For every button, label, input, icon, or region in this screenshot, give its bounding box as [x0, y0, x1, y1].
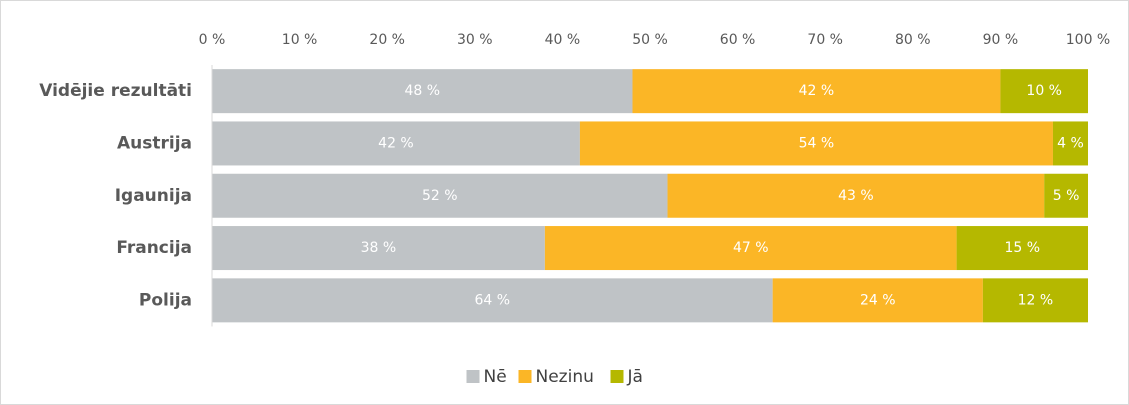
bar-segment — [212, 121, 580, 166]
data-label: 42 % — [378, 135, 414, 151]
data-label: 4 % — [1057, 135, 1084, 151]
bar-segment — [1052, 121, 1088, 166]
x-tick-label: 100 % — [1066, 32, 1110, 48]
legend-label: Nezinu — [536, 367, 594, 387]
legend-swatch — [610, 370, 624, 383]
y-tick-label: Francija — [116, 238, 192, 258]
bar-segment — [212, 173, 668, 218]
data-label: 15 % — [1005, 240, 1041, 256]
x-tick-label: 70 % — [807, 32, 843, 48]
data-label: 43 % — [838, 188, 874, 204]
bar-segment — [212, 226, 545, 271]
bar-segment — [544, 226, 957, 271]
x-tick-label: 30 % — [457, 32, 493, 48]
x-tick-label: 90 % — [983, 32, 1019, 48]
bar-segment — [632, 69, 1001, 114]
data-label: 24 % — [860, 292, 896, 308]
bar-segment — [956, 226, 1088, 271]
bar-segment — [772, 278, 983, 323]
data-label: 52 % — [422, 188, 458, 204]
data-label: 42 % — [799, 83, 835, 99]
bar-segment — [667, 173, 1045, 218]
legend-label: Jā — [627, 367, 643, 387]
legend-label: Nē — [484, 367, 507, 387]
x-tick-label: 10 % — [282, 32, 318, 48]
x-tick-label: 50 % — [632, 32, 668, 48]
x-tick-label: 20 % — [369, 32, 405, 48]
data-label: 54 % — [799, 135, 835, 151]
data-label: 47 % — [733, 240, 769, 256]
data-label: 5 % — [1053, 188, 1080, 204]
y-tick-label: Igaunija — [115, 186, 192, 206]
data-label: 48 % — [404, 83, 440, 99]
bar-segment — [1044, 173, 1088, 218]
bar-segment — [1000, 69, 1088, 114]
x-tick-label: 60 % — [720, 32, 756, 48]
bar-segment — [982, 278, 1088, 323]
y-tick-label: Austrija — [117, 133, 192, 153]
x-tick-label: 0 % — [199, 32, 226, 48]
bar-segment — [212, 278, 773, 323]
y-tick-label: Vidējie rezultāti — [39, 81, 192, 101]
data-label: 12 % — [1018, 292, 1054, 308]
data-label: 38 % — [361, 240, 397, 256]
x-tick-label: 80 % — [895, 32, 931, 48]
legend-swatch — [518, 370, 532, 383]
data-label: 10 % — [1026, 83, 1062, 99]
x-tick-label: 40 % — [545, 32, 581, 48]
bar-segment — [212, 69, 633, 114]
bar-segment — [579, 121, 1053, 166]
data-label: 64 % — [475, 292, 511, 308]
y-tick-label: Polija — [139, 290, 192, 310]
legend-swatch — [466, 370, 480, 383]
